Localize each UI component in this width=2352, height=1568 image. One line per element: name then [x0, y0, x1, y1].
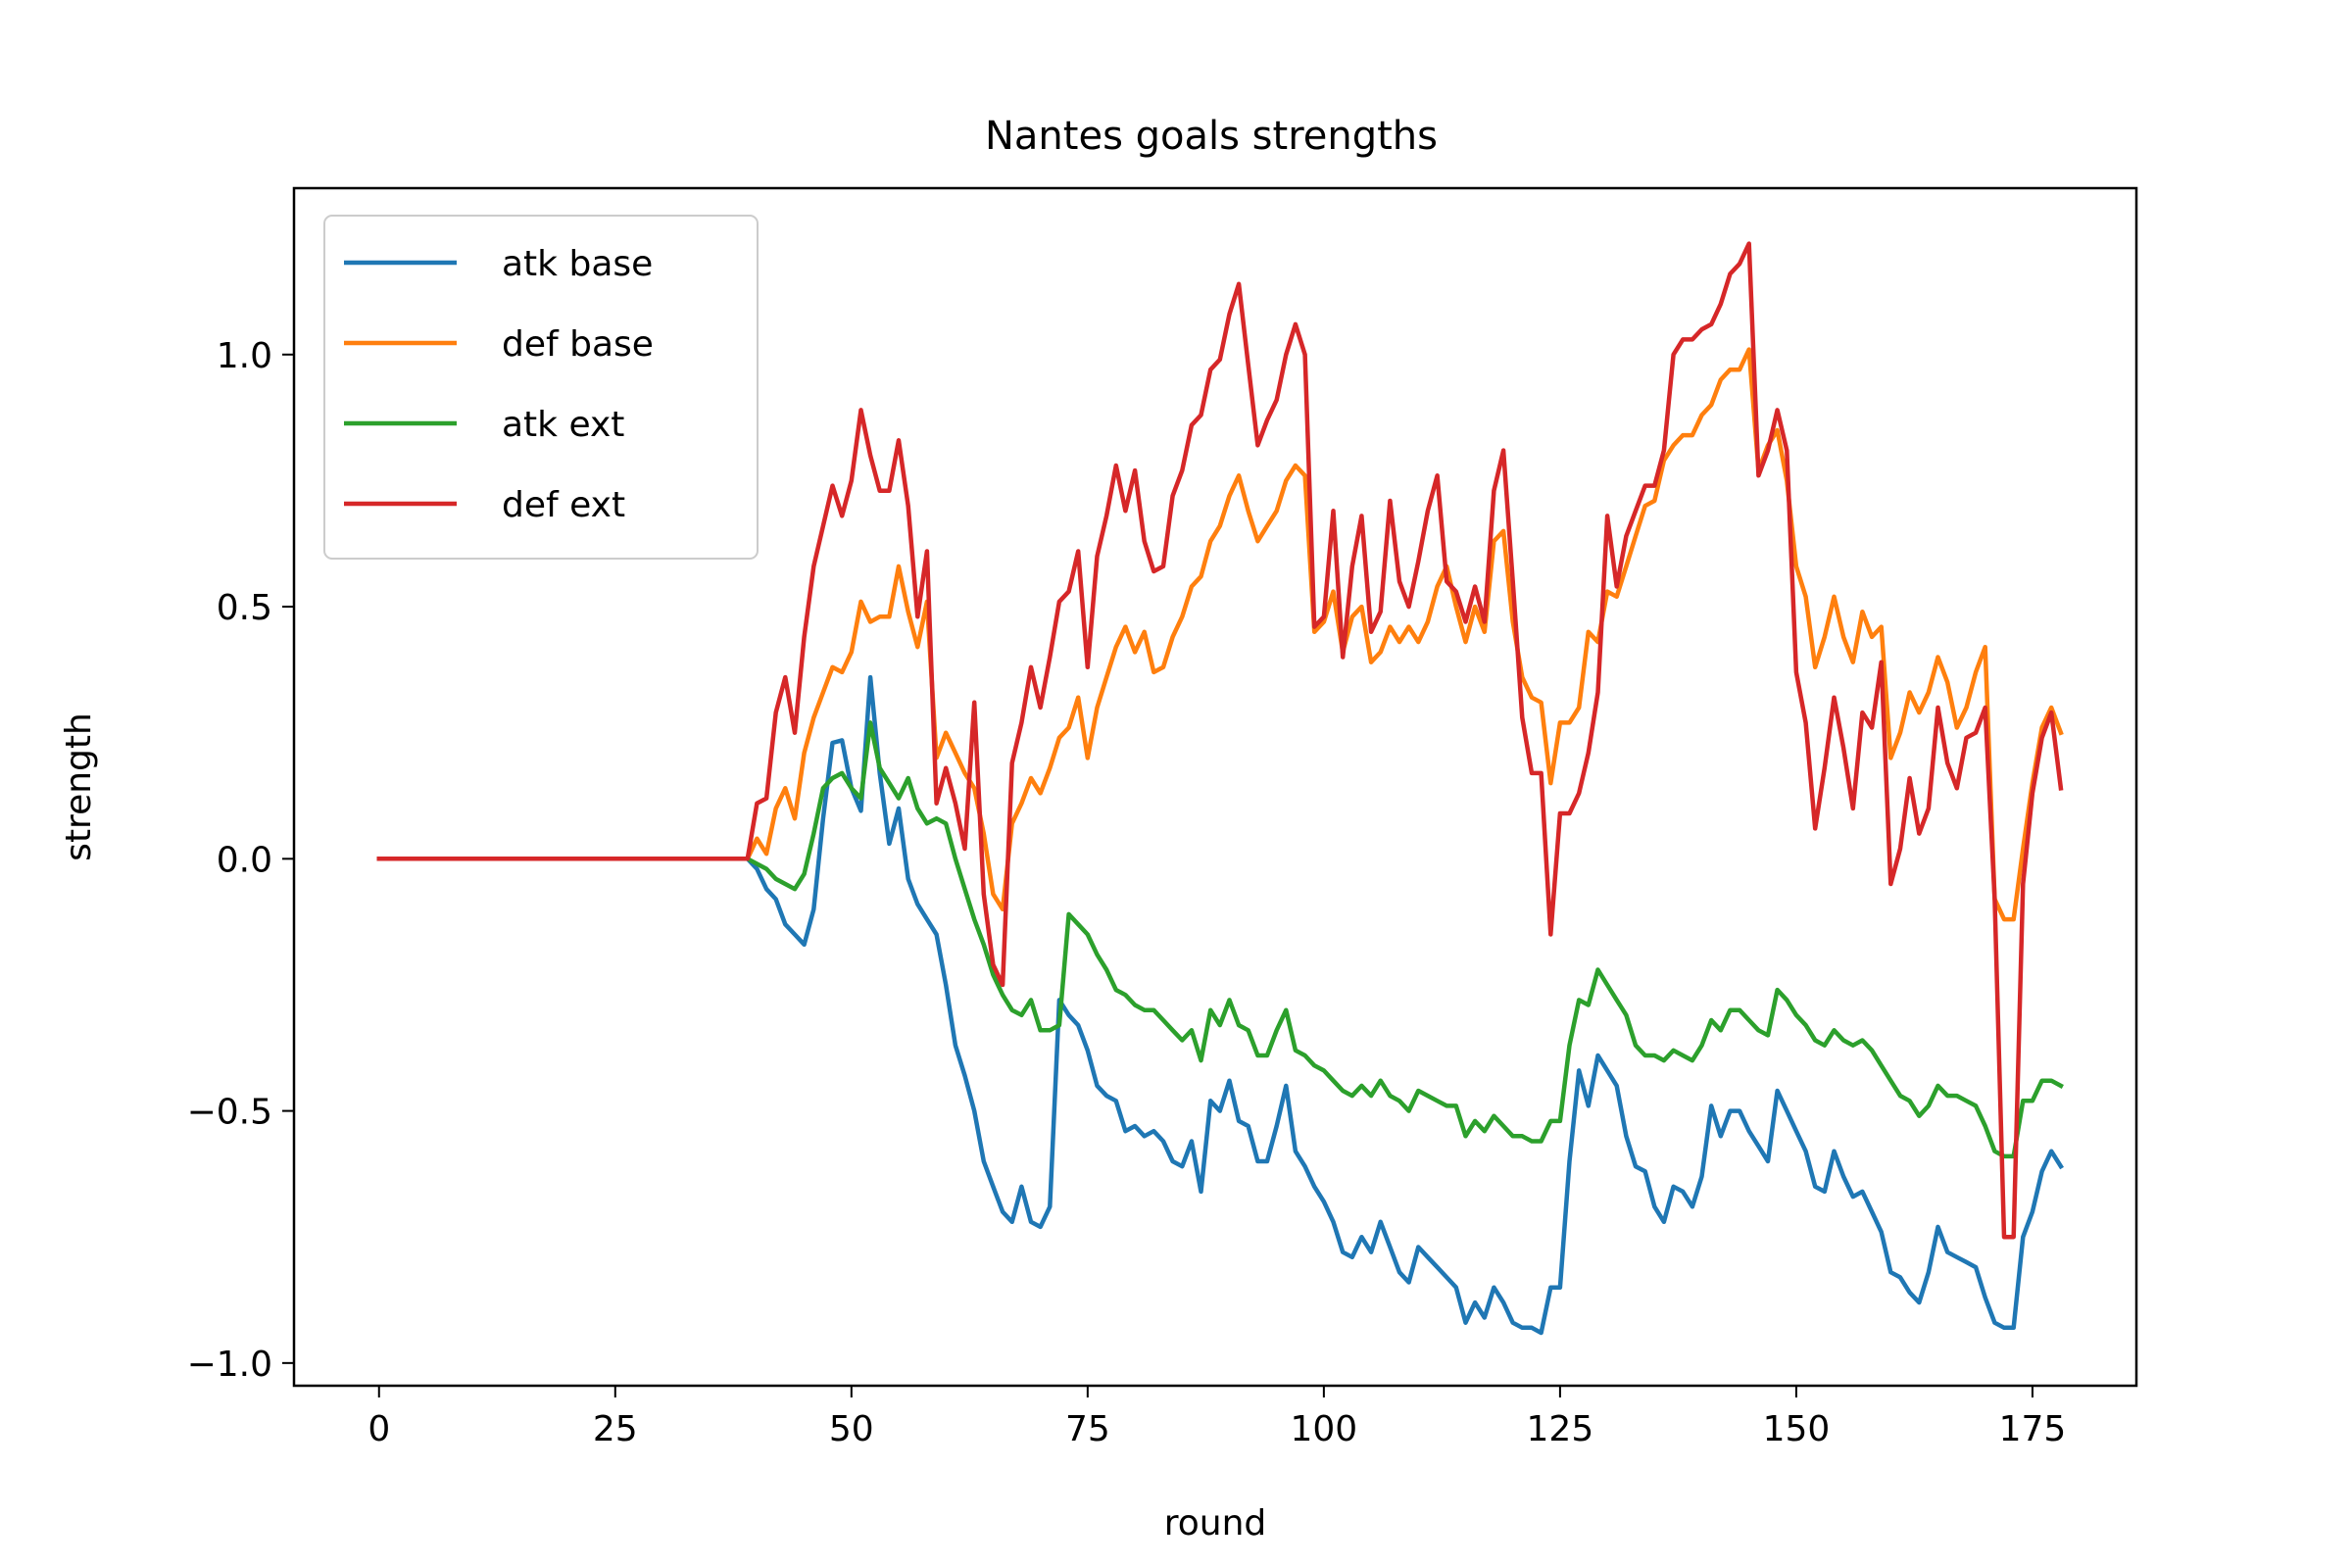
y-tick-label: 0.5: [217, 588, 272, 628]
legend: atk base def base atk ext def ext: [323, 215, 759, 560]
x-tick-label: 100: [1291, 1409, 1358, 1449]
x-tick-label: 150: [1763, 1409, 1831, 1449]
series-line-def-ext: [376, 241, 2064, 1240]
chart-title: Nantes goals strengths: [985, 114, 1438, 159]
x-tick-label: 50: [829, 1409, 874, 1449]
x-axis: 0 25 50 75 100 125 150 175: [368, 1386, 2066, 1449]
x-tick-label: 25: [593, 1409, 638, 1449]
x-axis-label: round: [1164, 1503, 1267, 1544]
legend-label: atk base: [502, 244, 653, 284]
legend-label: def base: [502, 324, 654, 365]
y-axis-label: strength: [59, 712, 99, 861]
y-axis: −1.0 −0.5 0.0 0.5 1.0: [187, 336, 294, 1385]
legend-label: def ext: [502, 485, 625, 525]
series-layer: [376, 241, 2065, 1336]
legend-box: [323, 215, 759, 560]
x-tick-label: 0: [368, 1409, 390, 1449]
y-tick-label: −1.0: [187, 1345, 272, 1385]
y-tick-label: 1.0: [217, 336, 272, 376]
legend-label: atk ext: [502, 405, 624, 445]
x-tick-label: 125: [1527, 1409, 1594, 1449]
x-tick-label: 75: [1065, 1409, 1110, 1449]
y-tick-label: −0.5: [187, 1093, 272, 1133]
plot-area-frame: [292, 186, 2138, 1388]
x-tick-label: 175: [1999, 1409, 2067, 1449]
y-tick-label: 0.0: [217, 840, 272, 880]
